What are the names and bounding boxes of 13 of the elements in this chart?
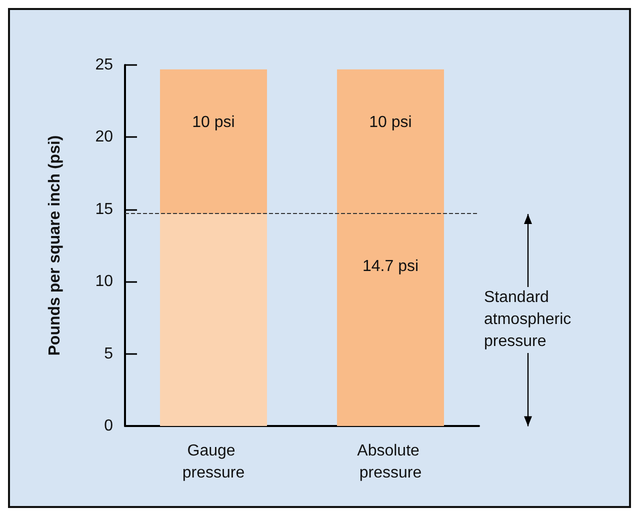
y-tick-label: 0 [104,418,114,434]
y-tick-label: 5 [104,345,114,362]
y-tick-label: 20 [95,128,114,146]
x-tick-label: Gauge pressure [182,442,245,482]
y-axis-title: Pounds per square inch (psi) [46,135,64,356]
data-label: 14.7 psi [362,258,419,276]
data-label: 10 psi [192,114,235,131]
y-tick-label: 25 [95,56,114,74]
x-tick-label: Absolute pressure [357,442,424,482]
ref-line-label: Standard atmospheric pressure [482,286,616,353]
y-tick-label: 10 [95,273,114,290]
data-label: 10 psi [369,114,412,131]
y-tick-label: 15 [95,200,114,218]
